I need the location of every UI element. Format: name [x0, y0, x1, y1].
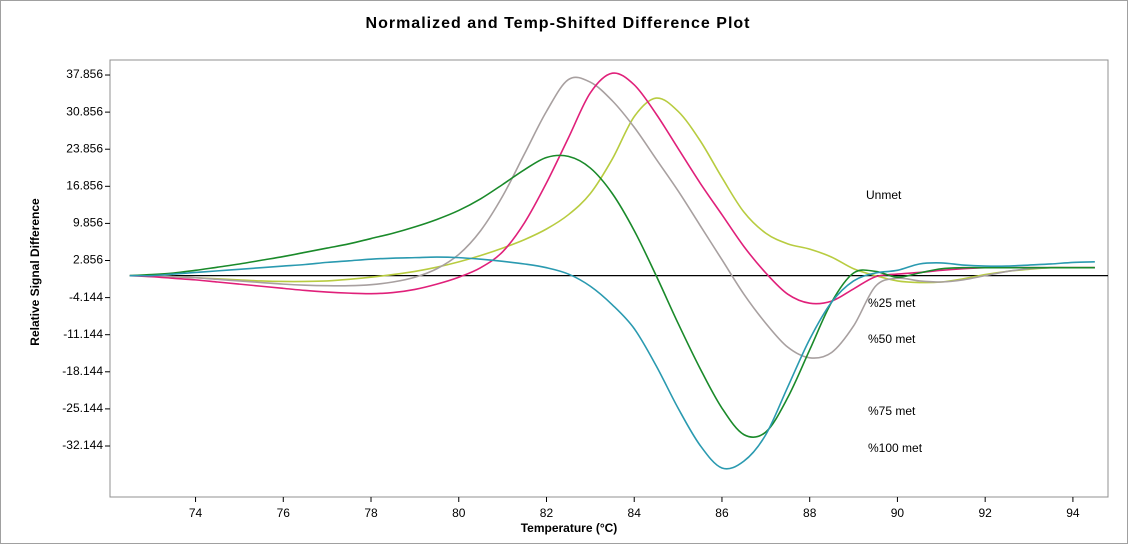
- annotation: Unmet: [866, 188, 902, 202]
- x-tick-label: 92: [978, 506, 992, 520]
- chart-title: Normalized and Temp-Shifted Difference P…: [366, 15, 751, 32]
- y-tick-label: 37.856: [66, 67, 103, 81]
- x-tick-label: 76: [277, 506, 291, 520]
- y-tick-label: 23.856: [66, 141, 103, 155]
- y-tick-label: -32.144: [62, 438, 103, 452]
- series-line: [129, 72, 1095, 305]
- y-tick-label: -11.144: [63, 327, 103, 341]
- annotation: %100 met: [868, 441, 923, 455]
- annotation: %50 met: [868, 332, 916, 346]
- annotation: %75 met: [868, 404, 916, 418]
- annotation: %25 met: [868, 296, 916, 310]
- x-tick-label: 74: [189, 506, 203, 520]
- x-tick-label: 78: [364, 506, 378, 520]
- x-tick-label: 86: [715, 506, 729, 520]
- series-line: [129, 256, 1095, 470]
- plot-area: [109, 59, 1109, 498]
- x-axis-title: Temperature (°C): [521, 521, 618, 535]
- x-tick-label: 84: [628, 506, 642, 520]
- y-tick-label: -25.144: [62, 401, 103, 415]
- x-tick-label: 88: [803, 506, 817, 520]
- y-tick-label: 9.856: [73, 216, 103, 230]
- x-tick-label: 80: [452, 506, 466, 520]
- x-tick-label: 94: [1066, 506, 1080, 520]
- y-tick-label: 16.856: [66, 178, 103, 192]
- series-line: [129, 76, 1095, 359]
- y-tick-label: 30.856: [66, 104, 103, 118]
- y-tick-label: -4.144: [69, 290, 103, 304]
- x-tick-label: 90: [891, 506, 905, 520]
- series-line: [129, 154, 1095, 438]
- y-tick-label: -18.144: [62, 364, 103, 378]
- y-axis-title: Relative Signal Difference: [28, 198, 42, 346]
- y-tick-label: 2.856: [73, 253, 103, 267]
- x-tick-label: 82: [540, 506, 554, 520]
